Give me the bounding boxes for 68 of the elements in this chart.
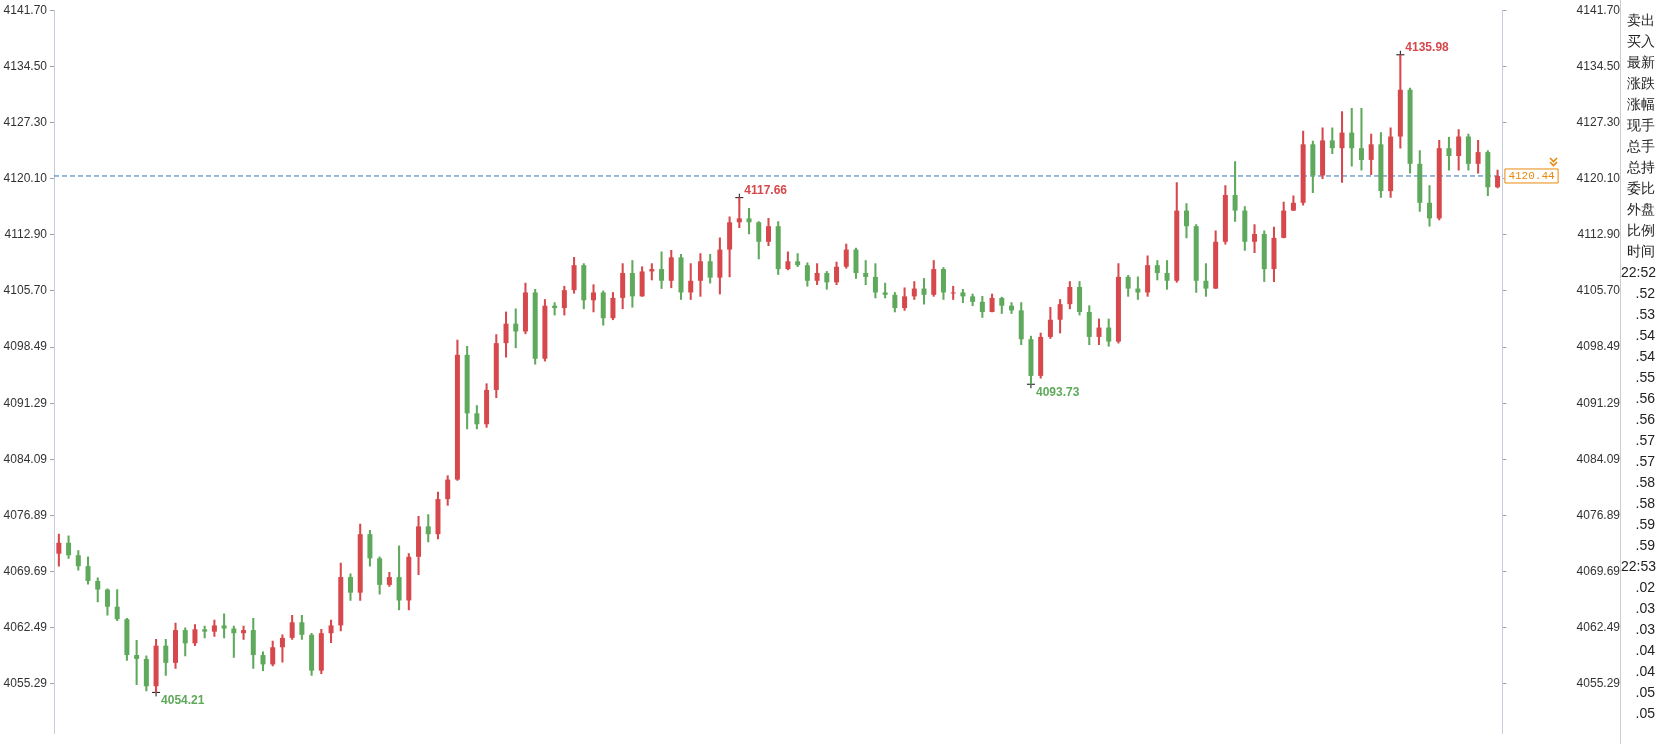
text: .04	[1634, 641, 1655, 660]
text: .56	[1634, 389, 1655, 408]
ref-line-label: 4120.44	[1508, 170, 1556, 183]
y2-tick-label: 4098.49	[1576, 339, 1621, 354]
text: 委比	[1626, 179, 1655, 198]
y-tick-label: 4134.50	[3, 58, 48, 73]
text: 总手	[1626, 137, 1655, 156]
text: .59	[1634, 536, 1655, 555]
text: 比例	[1626, 221, 1655, 240]
y2-tick-label: 4091.29	[1576, 395, 1621, 410]
y2-tick-label: 4084.09	[1576, 451, 1621, 466]
text: .55	[1634, 368, 1655, 387]
text: .58	[1634, 473, 1655, 492]
y2-tick-label: 4069.69	[1576, 564, 1621, 578]
text: .05	[1634, 683, 1655, 702]
y2-tick-label: 4105.70	[1576, 283, 1621, 298]
text: .03	[1634, 599, 1655, 618]
text: 现手	[1626, 116, 1655, 135]
text: .52	[1634, 284, 1655, 303]
candlestick	[1427, 185, 1433, 227]
candlestick	[591, 284, 597, 313]
y2-tick-label: 4112.90	[1577, 227, 1621, 242]
y-tick-label: 4091.29	[3, 395, 48, 410]
text: .58	[1634, 494, 1655, 513]
text: .03	[1634, 620, 1655, 639]
text: .57	[1634, 431, 1655, 450]
text: 涨幅	[1626, 95, 1655, 114]
text: .05	[1634, 704, 1655, 723]
text: 4135.98	[1405, 40, 1449, 55]
y-tick-label: 4062.49	[3, 620, 48, 635]
text: 最新	[1626, 53, 1655, 72]
text: 4117.66	[744, 182, 788, 197]
y2-tick-label: 4120.10	[1576, 170, 1621, 185]
text: .02	[1634, 578, 1655, 597]
text: 4093.73	[1035, 384, 1080, 399]
y-tick-label: 4084.09	[3, 451, 48, 466]
y-tick-label: 4105.70	[3, 283, 48, 298]
text: 时间	[1626, 242, 1655, 261]
candlestick	[950, 285, 956, 300]
text: 买入	[1626, 32, 1655, 51]
y2-tick-label: 4062.49	[1576, 620, 1621, 635]
y-tick-label: 4120.10	[3, 170, 48, 185]
text: .04	[1634, 662, 1655, 681]
text: 4054.21	[161, 692, 205, 707]
y2-tick-label: 4127.30	[1576, 114, 1621, 129]
text: .59	[1634, 515, 1655, 534]
text: .57	[1634, 452, 1655, 471]
y2-tick-label: 4134.50	[1576, 58, 1621, 73]
text: 22:53	[1621, 557, 1657, 576]
y2-tick-label: 4055.29	[1576, 676, 1621, 691]
text: 外盘	[1626, 200, 1655, 219]
text: .54	[1634, 326, 1655, 345]
y2-tick-label: 4141.70	[1576, 2, 1621, 17]
y-tick-label: 4069.69	[3, 564, 48, 578]
text: .53	[1634, 305, 1655, 324]
text: .56	[1634, 410, 1655, 429]
text: 总持	[1626, 158, 1655, 177]
y2-tick-label: 4076.89	[1576, 507, 1621, 522]
y-tick-label: 4127.30	[3, 114, 48, 129]
y-tick-label: 4055.29	[3, 676, 48, 691]
text: .54	[1634, 347, 1655, 366]
text: 22:52	[1621, 263, 1657, 282]
text: 涨跌	[1626, 74, 1655, 93]
y-tick-label: 4141.70	[3, 2, 48, 17]
text: 卖出	[1626, 11, 1655, 30]
y-tick-label: 4112.90	[4, 227, 48, 242]
y-tick-label: 4098.49	[3, 339, 48, 354]
y-tick-label: 4076.89	[3, 507, 48, 522]
